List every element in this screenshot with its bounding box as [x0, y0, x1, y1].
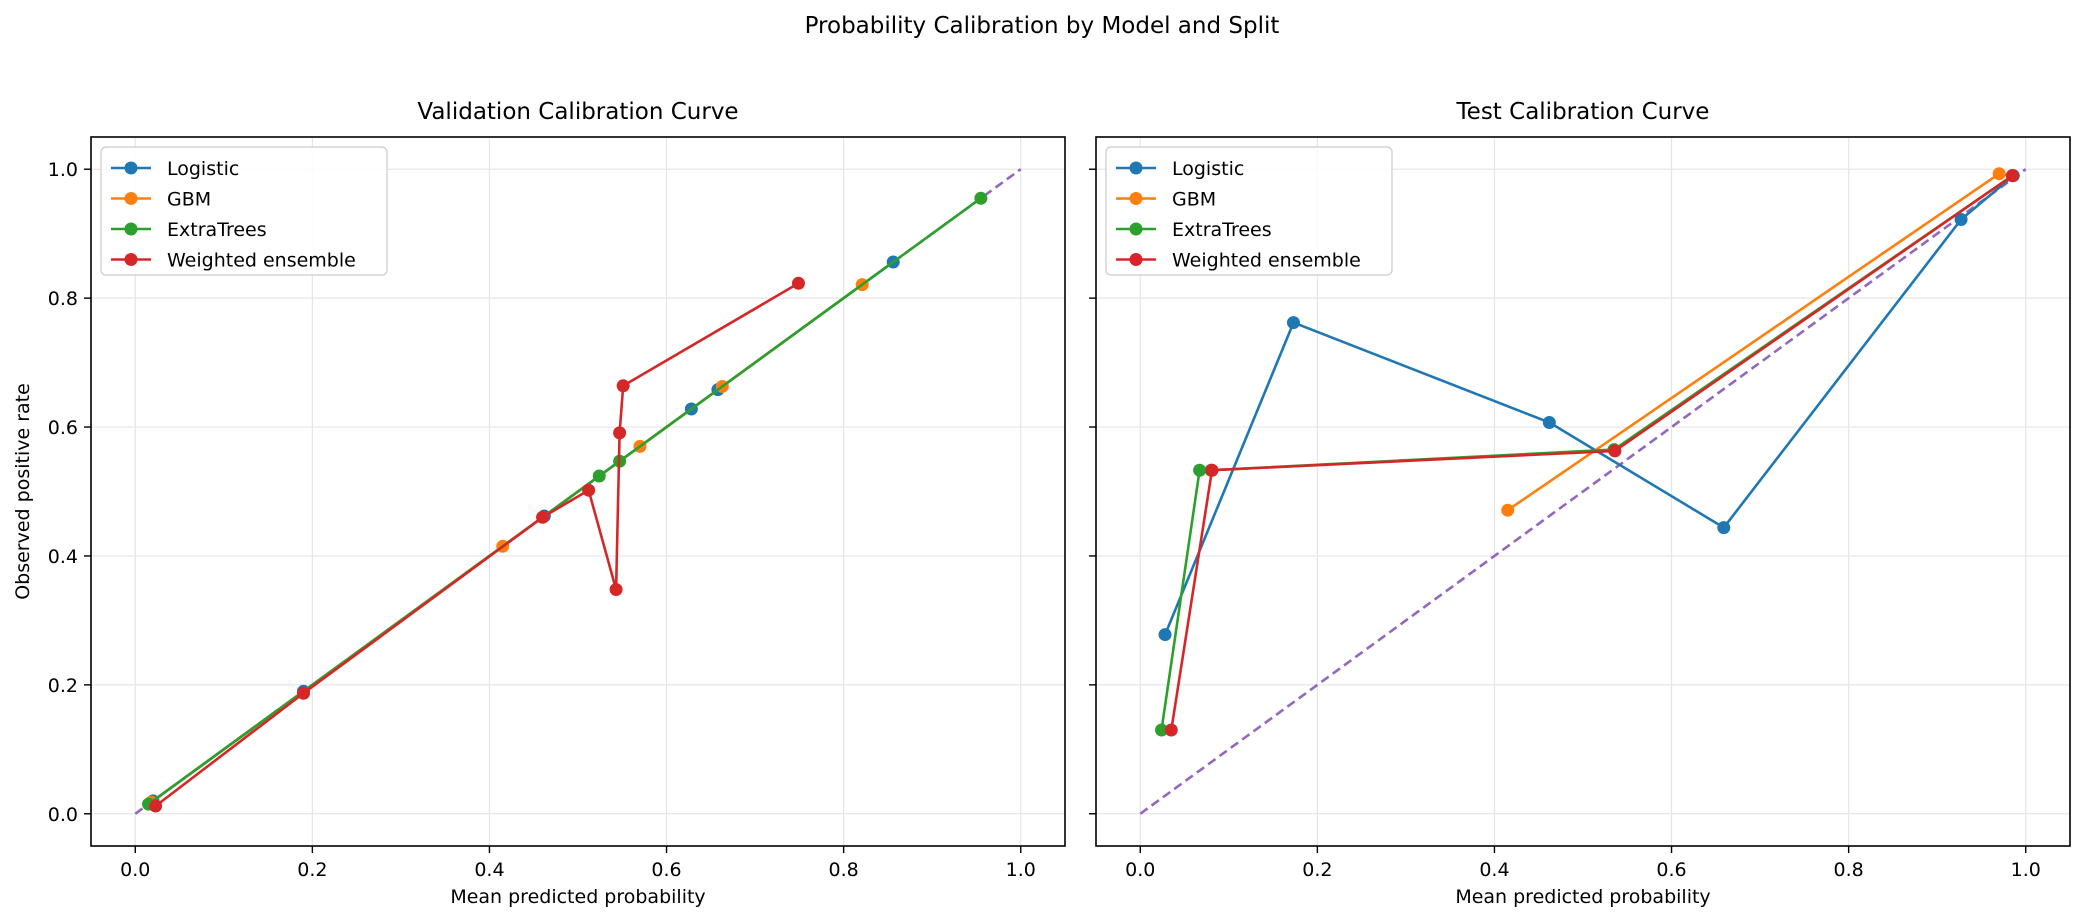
- x-tick-label: 0.8: [829, 859, 859, 881]
- legend-weighted-ensemble-label: Weighted ensemble: [1172, 250, 1361, 272]
- weighted-ensemble-point: [149, 799, 163, 813]
- x-tick-label: 0.6: [651, 859, 681, 881]
- validation-panel: 0.0 0.2 0.4 0.6 0.8 1.0 0.0 0.2 0.4 0.6 0.8 1.0 Vali…: [12, 99, 1066, 908]
- logistic-point: [1158, 628, 1172, 642]
- weighted-ensemble-point: [582, 483, 596, 497]
- x-tick-label: 0.0: [120, 859, 150, 881]
- legend-weighted-ensemble-label: Weighted ensemble: [167, 250, 356, 272]
- logistic-point: [1542, 416, 1556, 430]
- legend-logistic-label: Logistic: [1172, 158, 1244, 180]
- y-tick-label: 0.6: [48, 417, 78, 439]
- legend-extratrees-marker: [1129, 222, 1143, 236]
- weighted-ensemble-point: [791, 276, 805, 290]
- weighted-ensemble-series-line: [154, 282, 800, 808]
- weighted-ensemble-point: [609, 582, 623, 596]
- perfect-calibration-line: [1139, 168, 2027, 815]
- legend-weighted-ensemble-marker: [124, 253, 138, 266]
- weighted-ensemble-point: [2005, 169, 2019, 183]
- weighted-ensemble-point: [1205, 463, 1219, 477]
- weighted-ensemble-point: [613, 426, 627, 440]
- legend: Logistic GBM ExtraTrees Weighted ensemble: [100, 146, 388, 276]
- weighted-ensemble-series-line: [1170, 174, 2014, 731]
- legend-gbm-label: GBM: [1172, 189, 1216, 211]
- figure-title: Probability Calibration by Model and Spl…: [805, 13, 1280, 39]
- extratrees-point: [1193, 463, 1207, 477]
- x-tick-label: 0.4: [1479, 859, 1509, 881]
- x-tick-label: 0.4: [474, 859, 504, 881]
- test-panel: 0.0 0.2 0.4 0.6 0.8 1.0 Test Calibration Curve…: [1089, 99, 2071, 908]
- gbm-point: [1992, 167, 2006, 181]
- legend-box: [100, 146, 388, 276]
- logistic-point: [1286, 316, 1300, 330]
- x-tick-label: 0.2: [1302, 859, 1332, 881]
- logistic-point: [1717, 521, 1731, 535]
- x-tick-label: 0.6: [1656, 859, 1686, 881]
- legend-gbm-marker: [124, 192, 138, 205]
- x-tick-label: 0.8: [1834, 859, 1864, 881]
- logistic-series-line: [1163, 174, 2015, 636]
- x-tick-label: 0.2: [297, 859, 327, 881]
- y-tick-label: 0.4: [48, 546, 78, 568]
- legend-logistic-label: Logistic: [167, 158, 239, 180]
- legend-gbm-marker: [1129, 192, 1143, 205]
- logistic-point: [1954, 213, 1968, 227]
- x-axis-label: Mean predicted probability: [450, 886, 705, 908]
- weighted-ensemble-point: [1164, 723, 1178, 737]
- legend-gbm-label: GBM: [167, 189, 211, 211]
- y-tick-label: 0.0: [48, 804, 78, 826]
- legend-extratrees-label: ExtraTrees: [1172, 219, 1272, 241]
- legend-extratrees-label: ExtraTrees: [167, 219, 267, 241]
- legend-logistic-marker: [124, 161, 138, 175]
- weighted-ensemble-point: [297, 686, 311, 700]
- extratrees-point: [1155, 723, 1169, 737]
- extratrees-point: [974, 191, 988, 205]
- x-tick-label: 1.0: [1006, 859, 1036, 881]
- legend-logistic-marker: [1129, 161, 1143, 175]
- legend-extratrees-marker: [124, 222, 138, 236]
- x-tick-label: 1.0: [2011, 859, 2041, 881]
- legend-weighted-ensemble-marker: [1129, 253, 1143, 266]
- y-tick-label: 0.2: [48, 675, 78, 697]
- gbm-point: [1501, 503, 1515, 517]
- panel-title: Test Calibration Curve: [1456, 99, 1710, 125]
- plot-frame: [1095, 136, 2071, 847]
- panel-title: Validation Calibration Curve: [417, 99, 738, 125]
- legend: Logistic GBM ExtraTrees Weighted ensemble: [1105, 146, 1393, 276]
- legend-box: [1105, 146, 1393, 276]
- weighted-ensemble-point: [536, 510, 550, 524]
- weighted-ensemble-point: [616, 379, 630, 393]
- y-tick-label: 0.8: [48, 288, 78, 310]
- x-axis-label: Mean predicted probability: [1455, 886, 1710, 908]
- y-tick-label: 1.0: [48, 159, 78, 181]
- weighted-ensemble-point: [1608, 444, 1622, 458]
- extratrees-point: [592, 469, 606, 483]
- plot-frame: [90, 136, 1066, 847]
- x-tick-label: 0.0: [1125, 859, 1155, 881]
- y-axis-label: Observed positive rate: [12, 383, 34, 600]
